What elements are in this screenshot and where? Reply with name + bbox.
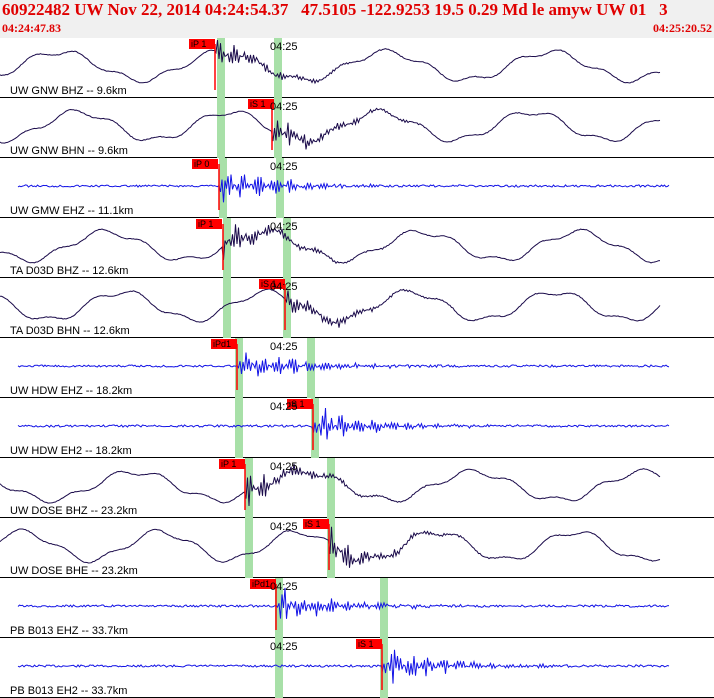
trace-station-label: TA D03D BHN -- 12.6km (10, 325, 130, 337)
waveform-trace[interactable] (0, 39, 661, 85)
s-arrival-band (380, 638, 388, 698)
p-arrival-band (245, 518, 253, 578)
waveform-trace[interactable] (0, 107, 661, 150)
p-arrival-band (275, 638, 283, 698)
trace-station-label: UW GMW EHZ -- 11.1km (10, 205, 133, 217)
pick-label: iS 1 (289, 399, 305, 409)
p-arrival-band (223, 218, 231, 278)
trace-station-label: UW HDW EHZ -- 18.2km (10, 385, 132, 397)
pick-label: iP 1 (198, 219, 213, 229)
minute-tick-label: 04:25 (270, 101, 298, 113)
pick-label: iPd1 (252, 579, 270, 589)
s-arrival-band (327, 518, 335, 578)
s-arrival-band (283, 218, 291, 278)
pick-label: iS 1 (261, 279, 277, 289)
p-arrival-band (217, 98, 225, 158)
trace-station-label: UW DOSE BHE -- 23.2km (10, 565, 138, 577)
event-title: 60922482 UW Nov 22, 2014 04:24:54.37 47.… (2, 0, 668, 19)
window-start-time: 04:24:47.83 (2, 21, 61, 35)
minute-tick-label: 04:25 (270, 461, 298, 473)
minute-tick-label: 04:25 (270, 161, 298, 173)
p-arrival-band (217, 38, 225, 98)
pick-label: iP 1 (221, 459, 236, 469)
minute-tick-label: 04:25 (270, 521, 298, 533)
minute-tick-label: 04:25 (270, 41, 298, 53)
pick-label-box[interactable] (192, 159, 218, 169)
waveform-trace[interactable] (0, 288, 661, 328)
pick-label-box[interactable] (196, 219, 222, 229)
trace-station-label: UW GNW BHN -- 9.6km (10, 145, 128, 157)
s-arrival-band (380, 578, 388, 638)
pick-label-box[interactable] (356, 639, 382, 649)
minute-tick-label: 04:25 (270, 221, 298, 233)
p-arrival-band (245, 458, 253, 518)
p-arrival-band (235, 338, 243, 398)
minute-tick-label: 04:25 (270, 401, 298, 413)
window-end-time: 04:25:20.52 (653, 21, 712, 35)
pick-label: iS 1 (250, 99, 266, 109)
s-arrival-band (283, 278, 291, 338)
p-arrival-band (235, 398, 243, 458)
p-arrival-band (223, 278, 231, 338)
waveform-trace[interactable] (0, 526, 661, 568)
pick-label-box[interactable] (303, 519, 329, 529)
s-arrival-band (327, 458, 335, 518)
trace-station-label: UW GNW BHZ -- 9.6km (10, 85, 127, 97)
minute-tick-label: 04:25 (270, 341, 298, 353)
trace-station-label: UW DOSE BHZ -- 23.2km (10, 505, 137, 517)
waveform-trace[interactable] (0, 463, 661, 507)
pick-label-box[interactable] (250, 579, 276, 589)
pick-label-box[interactable] (259, 279, 285, 289)
waveform-trace[interactable] (17, 587, 670, 619)
pick-label-box[interactable] (219, 459, 245, 469)
pick-label-box[interactable] (189, 39, 215, 49)
s-arrival-band (274, 38, 282, 98)
trace-station-label: TA D03D BHZ -- 12.6km (10, 265, 128, 277)
pick-label: iPd1 (213, 339, 231, 349)
pick-label: iS 1 (358, 639, 374, 649)
minute-tick-label: 04:25 (270, 281, 298, 293)
waveform-trace[interactable] (17, 407, 670, 440)
s-arrival-band (311, 398, 319, 458)
waveform-trace[interactable] (17, 174, 670, 203)
waveform-trace[interactable] (17, 649, 670, 684)
pick-label-box[interactable] (287, 399, 313, 409)
minute-tick-label: 04:25 (270, 641, 298, 653)
minute-tick-label: 04:25 (270, 581, 298, 593)
trace-station-label: PB B013 EHZ -- 33.7km (10, 625, 128, 637)
pick-label: iP 0 (194, 159, 209, 169)
pick-label: iS 1 (305, 519, 321, 529)
pick-label: iP 1 (191, 39, 206, 49)
header-bar: 60922482 UW Nov 22, 2014 04:24:54.37 47.… (0, 0, 714, 38)
trace-station-label: PB B013 EH2 -- 33.7km (10, 685, 127, 697)
waveform-trace[interactable] (0, 224, 661, 264)
pick-label-box[interactable] (248, 99, 274, 109)
trace-station-label: UW HDW EH2 -- 18.2km (10, 445, 132, 457)
pick-label-box[interactable] (211, 339, 237, 349)
waveform-trace[interactable] (17, 352, 670, 377)
